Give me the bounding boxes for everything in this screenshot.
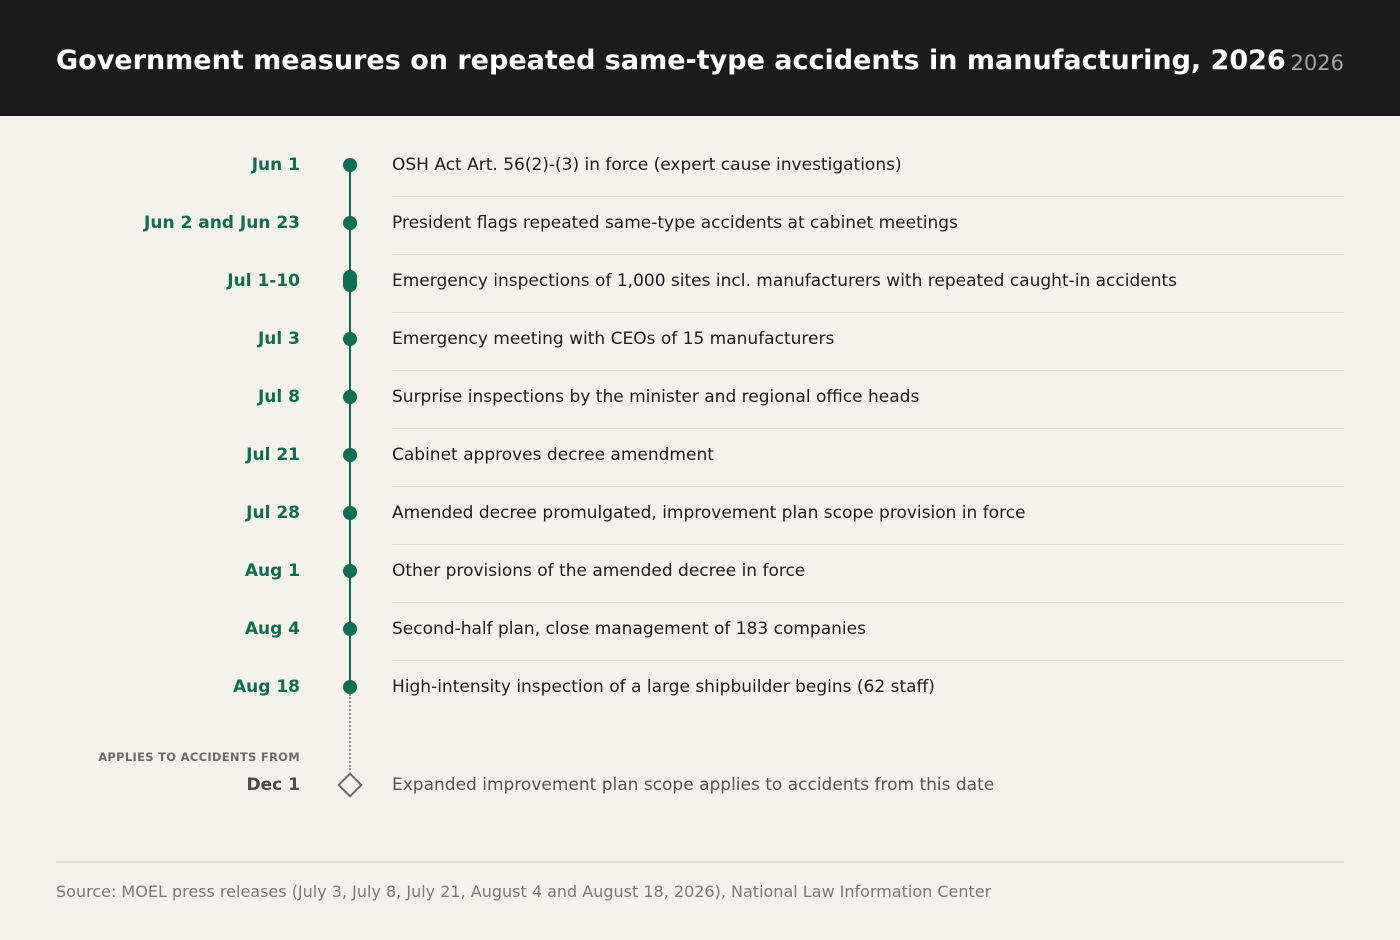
year-label: 2026	[1290, 51, 1344, 75]
source-note: Source: MOEL press releases (July 3, Jul…	[56, 882, 992, 901]
event-date: Jul 21	[246, 445, 300, 465]
event-date: Jun 1	[251, 155, 300, 175]
event-date: Aug 4	[244, 619, 300, 639]
timeline-event: Jun 2 and Jun 23 President flags repeated…	[0, 208, 1400, 266]
event-description: Surprise inspections by the minister and…	[392, 387, 920, 407]
event-date: Jul 3	[257, 329, 300, 349]
event-dot-marker	[343, 390, 357, 404]
event-dot-marker	[343, 622, 357, 636]
event-date: Jun 2 and Jun 23	[144, 213, 300, 233]
event-date: Jul 1-10	[227, 271, 300, 291]
row-divider	[392, 196, 1344, 197]
event-description: Emergency inspections of 1,000 sites inc…	[392, 271, 1178, 291]
future-description: Expanded improvement plan scope applies …	[392, 775, 995, 795]
timeline-connector	[349, 397, 351, 455]
event-description: High-intensity inspection of a large shi…	[392, 677, 935, 697]
row-divider	[392, 544, 1344, 545]
event-dot-marker	[343, 680, 357, 694]
event-description: Cabinet approves decree amendment	[392, 445, 714, 465]
timeline-connector	[349, 223, 351, 281]
event-description: Emergency meeting with CEOs of 15 manufa…	[392, 329, 835, 349]
timeline-event: Aug 1 Other provisions of the amended dec…	[0, 556, 1400, 614]
event-dot-marker	[343, 216, 357, 230]
row-divider	[392, 486, 1344, 487]
timeline-connector	[349, 513, 351, 571]
header-bar: Government measures on repeated same-typ…	[0, 0, 1400, 116]
timeline-event: Aug 4 Second-half plan, close management …	[0, 614, 1400, 672]
future-date: Dec 1	[246, 775, 300, 795]
timeline-event: Jul 1-10 Emergency inspections of 1,000 s…	[0, 266, 1400, 324]
event-description: Second-half plan, close management of 18…	[392, 619, 866, 639]
timeline-event: Jun 1 OSH Act Art. 56(2)-(3) in force (ex…	[0, 150, 1400, 208]
timeline-future-connector	[349, 694, 351, 770]
event-description: OSH Act Art. 56(2)-(3) in force (expert …	[392, 155, 902, 175]
timeline-event: Jul 28 Amended decree promulgated, improv…	[0, 498, 1400, 556]
event-description: President flags repeated same-type accid…	[392, 213, 958, 233]
event-date: Jul 28	[246, 503, 300, 523]
event-range-marker	[343, 270, 357, 292]
row-divider	[392, 602, 1344, 603]
timeline-event: Aug 18 High-intensity inspection of a lar…	[0, 672, 1400, 730]
event-dot-marker	[343, 506, 357, 520]
row-divider	[392, 660, 1344, 661]
footer-divider	[56, 861, 1344, 863]
event-dot-marker	[343, 564, 357, 578]
timeline-connector	[349, 629, 351, 687]
row-divider	[392, 428, 1344, 429]
row-divider	[392, 370, 1344, 371]
event-dot-marker	[343, 158, 357, 172]
future-caption: APPLIES TO ACCIDENTS FROM	[98, 750, 300, 764]
event-description: Amended decree promulgated, improvement …	[392, 503, 1026, 523]
event-date: Aug 1	[244, 561, 300, 581]
page-title: Government measures on repeated same-typ…	[56, 45, 1286, 76]
timeline-connector	[349, 281, 351, 339]
timeline-connector	[349, 339, 351, 397]
event-dot-marker	[343, 448, 357, 462]
future-marker-diamond	[337, 772, 363, 798]
timeline-event: Jul 3 Emergency meeting with CEOs of 15 m…	[0, 324, 1400, 382]
row-divider	[392, 254, 1344, 255]
timeline-event: Jul 8 Surprise inspections by the ministe…	[0, 382, 1400, 440]
row-divider	[392, 312, 1344, 313]
timeline-event: Jul 21 Cabinet approves decree amendment	[0, 440, 1400, 498]
event-date: Aug 18	[232, 677, 300, 697]
timeline-connector	[349, 571, 351, 629]
event-description: Other provisions of the amended decree i…	[392, 561, 806, 581]
event-dot-marker	[343, 332, 357, 346]
event-date: Jul 8	[257, 387, 300, 407]
timeline-connector	[349, 455, 351, 513]
timeline-connector	[349, 165, 351, 223]
